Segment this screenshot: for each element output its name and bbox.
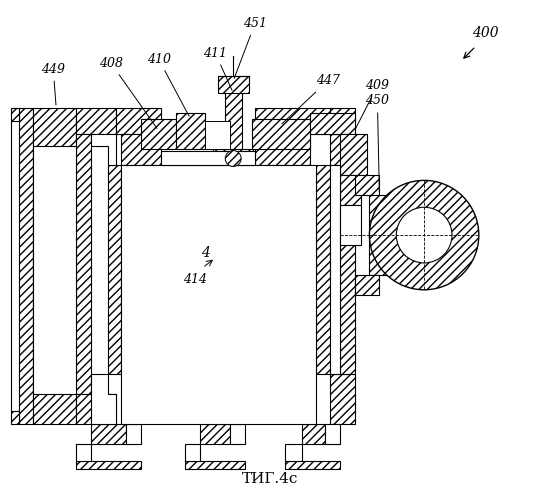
Polygon shape [329, 374, 355, 424]
Polygon shape [76, 394, 116, 424]
Text: 447: 447 [282, 74, 340, 124]
Polygon shape [91, 374, 116, 424]
Polygon shape [76, 461, 141, 469]
Polygon shape [176, 113, 205, 148]
Polygon shape [285, 461, 340, 469]
Polygon shape [126, 424, 141, 444]
Polygon shape [325, 424, 340, 444]
Polygon shape [316, 166, 329, 374]
Polygon shape [160, 150, 255, 166]
Polygon shape [76, 108, 116, 134]
Polygon shape [218, 76, 249, 93]
Polygon shape [329, 134, 355, 166]
Polygon shape [76, 134, 91, 394]
Polygon shape [213, 148, 253, 166]
Polygon shape [76, 444, 91, 461]
Polygon shape [230, 424, 245, 444]
Polygon shape [116, 108, 160, 134]
Polygon shape [255, 108, 329, 134]
Polygon shape [340, 166, 355, 374]
Polygon shape [11, 108, 19, 120]
Polygon shape [329, 166, 340, 374]
Polygon shape [255, 134, 310, 166]
Text: 414: 414 [184, 274, 207, 286]
Polygon shape [205, 120, 230, 148]
Text: ΤИГ.4c: ΤИГ.4c [242, 472, 298, 486]
Polygon shape [340, 134, 367, 175]
Polygon shape [340, 176, 361, 205]
Text: 410: 410 [147, 52, 189, 116]
Polygon shape [108, 166, 121, 374]
Polygon shape [185, 461, 245, 469]
Polygon shape [310, 113, 355, 134]
Text: 451: 451 [234, 17, 267, 78]
Polygon shape [33, 108, 76, 424]
Polygon shape [200, 424, 230, 444]
Text: 4: 4 [201, 246, 210, 260]
Polygon shape [355, 176, 380, 196]
Polygon shape [121, 166, 316, 424]
Text: 409: 409 [356, 80, 389, 128]
Polygon shape [11, 411, 19, 424]
Polygon shape [302, 424, 325, 444]
Text: 411: 411 [203, 46, 232, 90]
Text: 408: 408 [99, 56, 157, 128]
Polygon shape [121, 134, 160, 166]
Polygon shape [185, 444, 200, 461]
Polygon shape [369, 196, 389, 275]
Polygon shape [91, 134, 116, 166]
Polygon shape [340, 205, 361, 245]
Polygon shape [141, 118, 176, 148]
Text: 450: 450 [366, 94, 389, 192]
Polygon shape [225, 91, 242, 166]
Polygon shape [19, 108, 33, 424]
Polygon shape [285, 444, 302, 461]
Polygon shape [33, 146, 76, 394]
Polygon shape [252, 118, 310, 148]
Circle shape [369, 180, 479, 290]
Text: 449: 449 [41, 62, 65, 105]
Polygon shape [355, 275, 380, 294]
Text: 400: 400 [472, 26, 499, 40]
Circle shape [225, 150, 241, 166]
Polygon shape [91, 424, 126, 444]
Polygon shape [329, 108, 355, 134]
Circle shape [396, 207, 452, 263]
